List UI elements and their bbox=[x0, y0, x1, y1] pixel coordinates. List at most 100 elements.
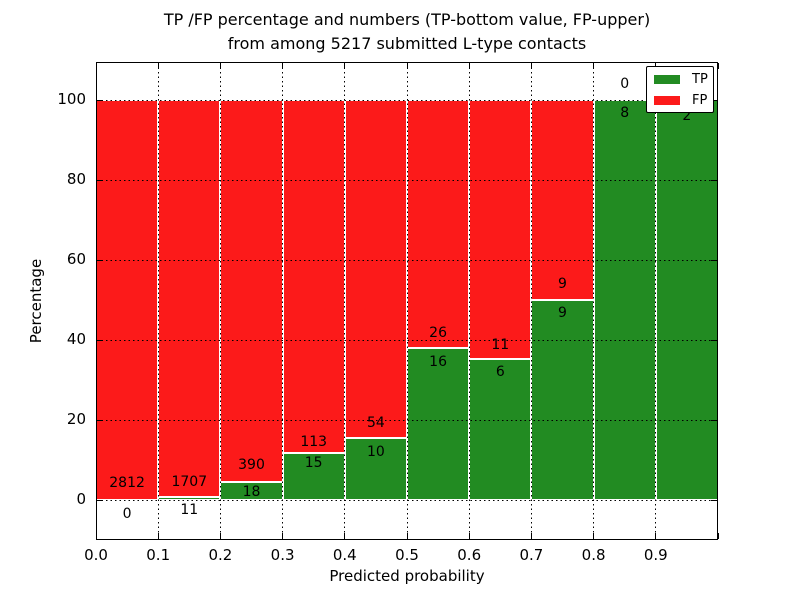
grid-line-vertical bbox=[344, 63, 346, 539]
x-tick-mark-top bbox=[717, 63, 719, 69]
x-tick-mark-top bbox=[219, 63, 221, 69]
x-tick-mark bbox=[344, 533, 346, 539]
y-tick-mark bbox=[97, 179, 103, 181]
grid-line-horizontal bbox=[97, 180, 717, 181]
bar-segment-tp bbox=[531, 300, 594, 500]
y-tick-label: 60 bbox=[66, 250, 86, 268]
bar-segment-tp bbox=[469, 358, 532, 500]
tp-count-label: 10 bbox=[366, 444, 385, 460]
x-tick-mark-top bbox=[157, 63, 159, 69]
x-tick-mark bbox=[219, 533, 221, 539]
bar-segment-fp bbox=[469, 100, 532, 359]
bar-segment-fp bbox=[344, 100, 407, 438]
x-tick-mark bbox=[282, 533, 284, 539]
legend-label-fp: FP bbox=[692, 93, 708, 108]
grid-line-vertical bbox=[219, 63, 221, 539]
x-tick-mark bbox=[655, 533, 657, 539]
x-tick-label: 0.9 bbox=[643, 546, 668, 564]
x-tick-label: 0.8 bbox=[581, 546, 606, 564]
grid-line-vertical bbox=[655, 63, 657, 539]
grid-line-vertical bbox=[282, 63, 284, 539]
bar-segment-fp bbox=[96, 100, 159, 500]
tp-count-label: 11 bbox=[180, 502, 199, 519]
y-tick-mark bbox=[97, 419, 103, 421]
y-tick-mark-right bbox=[711, 99, 717, 101]
tp-count-label: 2 bbox=[682, 108, 692, 124]
x-tick-label: 0.5 bbox=[395, 546, 419, 564]
grid-line-vertical bbox=[593, 63, 595, 539]
fp-count-label: 2812 bbox=[109, 474, 145, 491]
tp-count-label: 16 bbox=[429, 354, 448, 370]
tp-count-label: 9 bbox=[558, 304, 567, 321]
bar-segment-fp bbox=[282, 100, 345, 454]
y-tick-mark bbox=[97, 339, 103, 341]
legend: TP FP bbox=[646, 66, 714, 113]
tp-count-label: 15 bbox=[304, 455, 323, 472]
y-tick-label: 80 bbox=[66, 170, 86, 188]
x-tick-label: 0.3 bbox=[270, 546, 295, 564]
y-tick-mark-right bbox=[711, 499, 717, 501]
grid-line-horizontal bbox=[97, 420, 717, 421]
y-tick-mark-right bbox=[711, 339, 717, 341]
x-tick-mark-top bbox=[406, 63, 408, 69]
legend-item-tp: TP bbox=[654, 72, 708, 87]
y-tick-label: 20 bbox=[66, 410, 86, 428]
grid-line-vertical bbox=[468, 63, 470, 539]
legend-item-fp: FP bbox=[654, 93, 708, 108]
fp-count-label: 113 bbox=[300, 434, 328, 450]
tp-count-label: 0 bbox=[122, 506, 132, 523]
fp-count-label: 11 bbox=[491, 336, 510, 353]
chart-title-line-2: from among 5217 submitted L-type contact… bbox=[227, 34, 587, 53]
x-tick-mark-top bbox=[530, 63, 532, 69]
x-tick-mark-top bbox=[344, 63, 346, 69]
bar-segment-tp bbox=[655, 100, 718, 500]
bar-segment-tp bbox=[220, 482, 283, 500]
x-tick-label: 0.6 bbox=[457, 546, 482, 564]
fp-count-label: 9 bbox=[558, 276, 567, 292]
x-tick-label: 0.2 bbox=[208, 546, 233, 564]
fp-count-label: 54 bbox=[366, 414, 385, 431]
bar-segment-tp bbox=[593, 100, 656, 500]
bar-segment-tp bbox=[158, 497, 221, 500]
legend-label-tp: TP bbox=[692, 72, 708, 87]
x-tick-mark bbox=[593, 533, 595, 539]
grid-line-vertical bbox=[406, 63, 408, 539]
y-tick-label: 0 bbox=[76, 490, 86, 508]
tp-count-label: 8 bbox=[620, 104, 630, 121]
x-tick-mark bbox=[157, 533, 159, 539]
y-tick-mark bbox=[97, 259, 103, 261]
x-tick-mark bbox=[95, 533, 97, 539]
x-tick-label: 0.1 bbox=[146, 546, 171, 564]
y-tick-mark bbox=[97, 499, 103, 501]
bar-segment-tp bbox=[407, 347, 470, 500]
grid-line-vertical bbox=[530, 63, 532, 539]
y-tick-mark-right bbox=[711, 419, 717, 421]
tp-swatch-icon bbox=[654, 75, 680, 84]
x-tick-mark-top bbox=[593, 63, 595, 69]
bar-segment-fp bbox=[407, 100, 470, 348]
x-tick-label: 0.4 bbox=[332, 546, 357, 564]
y-tick-mark-right bbox=[711, 259, 717, 261]
bar-segment-tp bbox=[344, 437, 407, 500]
y-tick-label: 100 bbox=[57, 90, 86, 108]
bar-segment-fp bbox=[220, 100, 283, 483]
bar-segment-fp bbox=[158, 100, 221, 498]
bar-segment-fp bbox=[531, 100, 594, 300]
y-tick-label: 40 bbox=[66, 330, 86, 348]
x-tick-mark bbox=[717, 533, 719, 539]
fp-count-label: 390 bbox=[238, 456, 265, 473]
x-tick-mark bbox=[530, 533, 532, 539]
x-tick-label: 0.7 bbox=[519, 546, 544, 564]
tp-count-label: 6 bbox=[495, 364, 505, 380]
x-tick-mark-top bbox=[282, 63, 284, 69]
x-tick-label: 0.0 bbox=[84, 546, 108, 564]
grid-line-horizontal bbox=[97, 500, 717, 501]
y-tick-mark bbox=[97, 99, 103, 101]
x-tick-mark-top bbox=[468, 63, 470, 69]
fp-count-label: 1707 bbox=[171, 473, 208, 490]
x-tick-mark-top bbox=[95, 63, 97, 69]
grid-line-horizontal bbox=[97, 100, 717, 101]
grid-line-horizontal bbox=[97, 340, 717, 341]
tp-count-label: 18 bbox=[242, 484, 261, 501]
